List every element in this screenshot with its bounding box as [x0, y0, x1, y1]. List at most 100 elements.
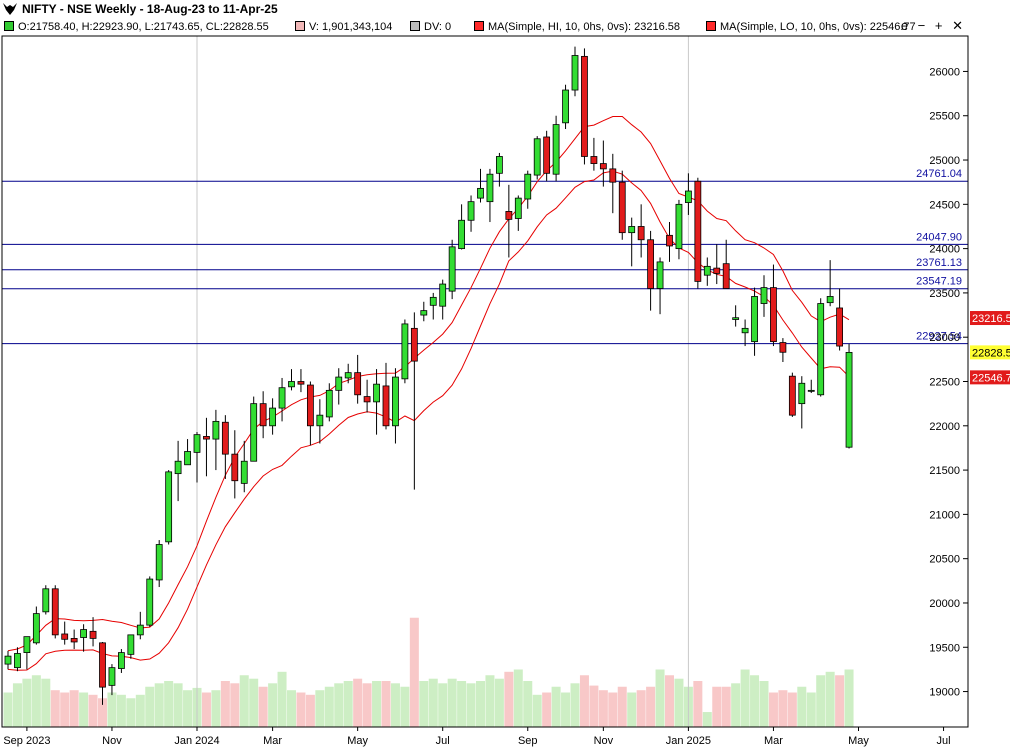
candle [23, 636, 31, 670]
candle-body [599, 163, 607, 170]
volume-bar [731, 683, 741, 727]
candle [581, 48, 588, 165]
volume-bar [806, 692, 816, 727]
candle-body [288, 381, 295, 388]
candle-body [32, 613, 40, 644]
candle-body [335, 376, 343, 391]
legend-dv-swatch [410, 21, 420, 31]
volume-bar [712, 686, 722, 727]
level-label: 23547.19 [916, 276, 962, 288]
price-tag: 22546.77 [970, 370, 1010, 385]
legend-ohlc-text: O:21758.40, H:22923.90, L:21743.65, CL:2… [18, 21, 269, 33]
volume-bar [41, 678, 51, 727]
candle-body [89, 630, 97, 639]
candle-body [590, 156, 598, 164]
volume-bar [239, 675, 249, 727]
volume-bar [674, 678, 684, 727]
volume-bar [69, 690, 79, 727]
candle [675, 199, 683, 260]
candle-body [505, 211, 513, 220]
volume-bar [400, 686, 410, 727]
candles-layer [4, 46, 853, 705]
volume-bar [88, 694, 98, 727]
price-tag: 23216.58 [970, 311, 1010, 326]
level-lines: 24761.04 24047.90 23761.13 23547.19 22927.54 [2, 168, 968, 345]
volume-bar [476, 681, 485, 727]
volume-bar [825, 671, 835, 727]
candle-body [458, 219, 466, 250]
candle-body [741, 327, 749, 334]
y-tick-label: 23000 [929, 332, 960, 344]
candle [42, 585, 50, 615]
candle [477, 168, 484, 203]
candle-body [193, 434, 201, 453]
candle [505, 184, 513, 258]
chart-window-controls[interactable]: e − + ✕ [900, 18, 966, 33]
candle [136, 611, 144, 640]
candle-body [155, 544, 163, 581]
volume-bar [608, 692, 618, 727]
candle-body [722, 263, 730, 289]
candle [722, 239, 730, 289]
candle [80, 624, 87, 652]
candle-body [524, 173, 532, 200]
candle [410, 312, 418, 490]
candle-body [344, 372, 352, 379]
volume-bar [513, 669, 523, 727]
axes-layer: 19000 19500 20000 20500 21000 21500 22000 22500… [1, 35, 969, 747]
candle-body [240, 460, 248, 484]
candle-body [354, 372, 362, 396]
candle [788, 372, 796, 417]
candle-body [165, 471, 173, 543]
candle [278, 377, 286, 422]
candle-body [751, 296, 758, 343]
legend-dv[interactable]: DV: 0 [410, 21, 451, 33]
candle-body [61, 633, 69, 640]
candle-body [703, 265, 711, 276]
candle [694, 177, 702, 289]
legend-volume[interactable]: V: 1,901,343,104 [295, 21, 392, 33]
volume-bar [381, 681, 391, 727]
candle-body [203, 436, 210, 440]
candle-body [23, 636, 31, 653]
volume-bar [542, 692, 552, 727]
candle [118, 649, 125, 673]
candle-body [609, 168, 617, 183]
candle [269, 398, 277, 435]
candle-body [51, 588, 59, 636]
candle [467, 195, 475, 232]
candle [486, 168, 494, 223]
level-label: 24761.04 [916, 168, 962, 180]
candle [495, 152, 503, 187]
candle [61, 621, 69, 645]
volume-bar [797, 686, 807, 727]
candle [562, 84, 569, 130]
candle [240, 440, 248, 493]
volume-bar [79, 692, 89, 727]
legend-ma-low[interactable]: MA(Simple, LO, 10, 0hs, 0vs): 22546.77 [706, 21, 916, 33]
candle [741, 319, 749, 347]
candle-body [221, 421, 229, 455]
legend-ma-high[interactable]: MA(Simple, HI, 10, 0hs, 0vs): 23216.58 [474, 21, 680, 33]
candle [382, 362, 390, 430]
volume-bar [523, 681, 533, 727]
y-tick-label: 19500 [929, 642, 960, 654]
volume-bar [835, 675, 845, 727]
x-tick-label: Sep [518, 735, 538, 747]
candle [325, 383, 333, 422]
volume-bar [551, 686, 561, 727]
legend-ohlc[interactable]: O:21758.40, H:22923.90, L:21743.65, CL:2… [4, 21, 269, 33]
volume-bar [627, 692, 637, 727]
price-tag-label: 22828.55 [972, 347, 1010, 359]
candle-body [760, 287, 768, 304]
price-tags: 23216.58 22828.55 22546.77 [970, 311, 1010, 385]
volume-bar [183, 690, 193, 727]
candle [344, 363, 352, 384]
candle [354, 354, 362, 404]
candle [751, 287, 758, 356]
ma-low-line [7, 170, 850, 671]
volume-bar [655, 669, 665, 727]
candle [392, 368, 399, 444]
candle [306, 381, 314, 446]
